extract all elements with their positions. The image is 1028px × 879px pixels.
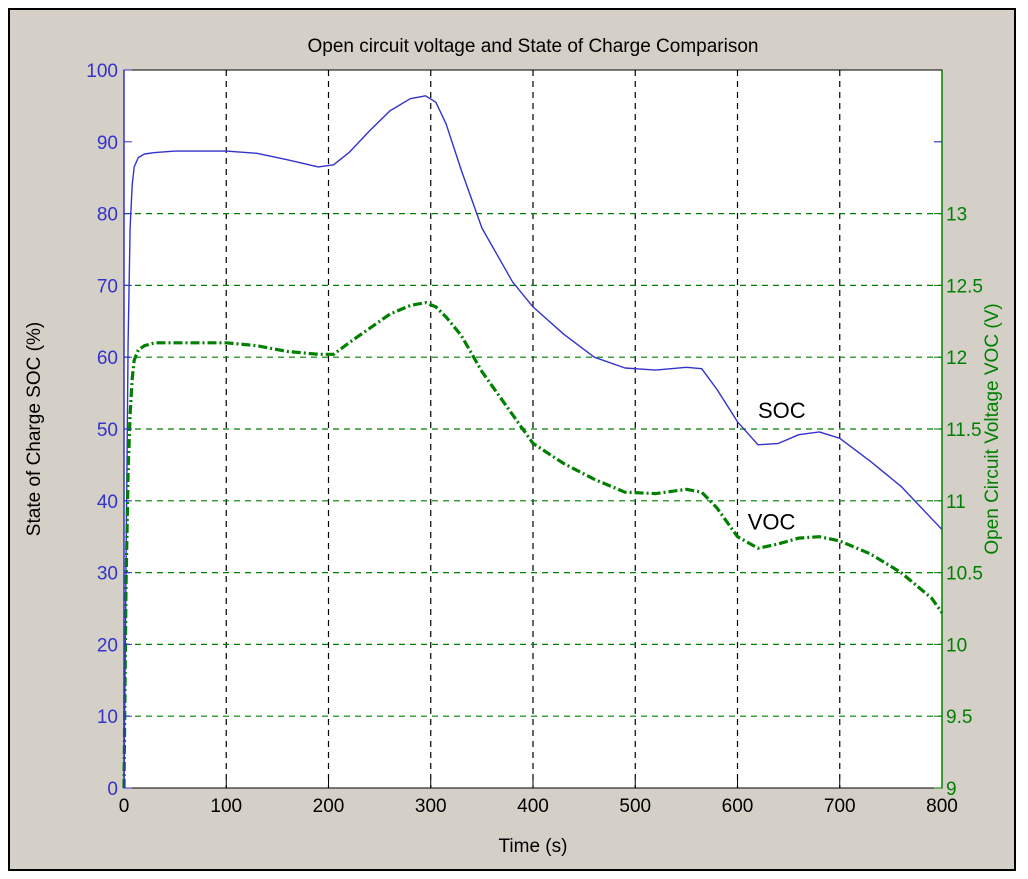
chart-title: Open circuit voltage and State of Charge… — [308, 36, 759, 57]
y-right-tick-label: 9 — [946, 779, 957, 800]
y-left-tick-label: 10 — [97, 707, 118, 728]
x-tick-label: 600 — [722, 796, 754, 817]
y-left-tick-label: 80 — [97, 205, 118, 226]
y-left-tick-label: 100 — [86, 61, 118, 82]
x-tick-label: 0 — [119, 796, 130, 817]
y-left-tick-label: 60 — [97, 348, 118, 369]
chart: 0 100 200 300 400 500 600 700 80099.51010.51111.… — [10, 10, 1014, 869]
x-tick-label: 500 — [619, 796, 651, 817]
y-right-tick-label: 12 — [946, 348, 967, 369]
y-left-tick-label: 0 — [107, 779, 118, 800]
y-right-tick-label: 13 — [946, 205, 967, 226]
y-axis-right-label: Open Circuit Voltage VOC (V) — [982, 303, 1003, 554]
x-tick-label: 100 — [210, 796, 242, 817]
x-tick-label: 700 — [824, 796, 856, 817]
y-right-tick-label: 12.5 — [946, 276, 983, 297]
y-left-tick-label: 30 — [97, 564, 118, 585]
y-left-tick-label: 70 — [97, 276, 118, 297]
x-tick-label: 400 — [517, 796, 549, 817]
y-axis-left-label: State of Charge SOC (%) — [24, 322, 45, 536]
y-right-tick-label: 10.5 — [946, 564, 983, 585]
x-axis-label: Time (s) — [499, 836, 568, 857]
y-left-tick-label: 50 — [97, 420, 118, 441]
y-left-tick-label: 20 — [97, 635, 118, 656]
voc-series-label: VOC — [748, 510, 796, 535]
y-right-tick-label: 9.5 — [946, 707, 972, 728]
y-left-tick-label: 40 — [97, 492, 118, 513]
y-right-tick-label: 11.5 — [946, 420, 982, 441]
x-tick-label: 200 — [313, 796, 345, 817]
x-tick-label: 300 — [415, 796, 447, 817]
y-right-tick-label: 10 — [946, 635, 967, 656]
soc-series-label: SOC — [758, 398, 806, 423]
y-left-tick-label: 90 — [97, 133, 118, 154]
y-right-tick-label: 11 — [946, 492, 966, 513]
figure-window: 0 100 200 300 400 500 600 700 800 9 9.5 10 10.5 11 11.… — [8, 8, 1016, 871]
